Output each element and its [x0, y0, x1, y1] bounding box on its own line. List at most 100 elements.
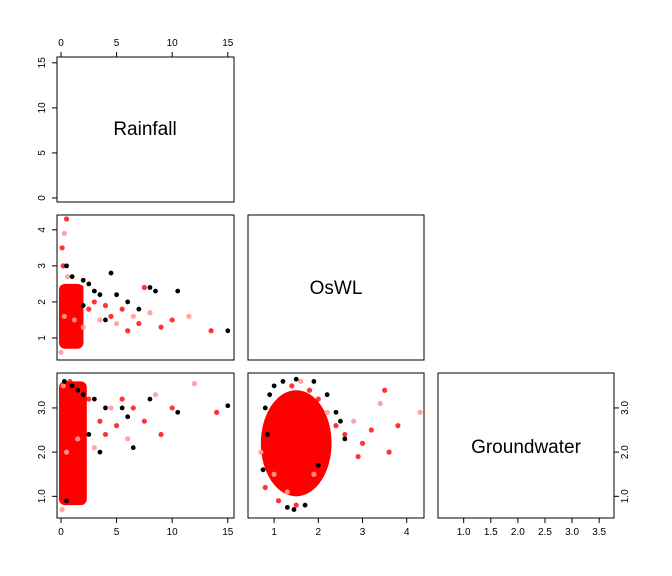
- point-oswl-vs-rainfall: [63, 284, 70, 291]
- point-groundwater-vs-rainfall: [102, 431, 109, 438]
- point-groundwater-vs-rainfall: [67, 378, 73, 385]
- tick-label-left-rainfall: 5: [37, 150, 48, 156]
- point-oswl-vs-rainfall: [169, 317, 175, 323]
- point-groundwater-vs-oswl: [298, 378, 304, 385]
- point-groundwater-vs-oswl: [333, 423, 339, 429]
- point-groundwater-vs-rainfall: [60, 383, 66, 389]
- point-oswl-vs-rainfall: [60, 263, 66, 269]
- dark-point-oswl-vs-rainfall: [175, 288, 181, 294]
- dark-point-groundwater-vs-oswl: [338, 418, 343, 424]
- dark-point-groundwater-vs-oswl: [271, 383, 277, 389]
- point-groundwater-vs-rainfall: [97, 418, 103, 424]
- tick-label-bottom-rainfall: 10: [167, 527, 179, 538]
- dark-point-groundwater-vs-oswl: [260, 467, 266, 473]
- dark-point-oswl-vs-rainfall: [80, 277, 86, 283]
- point-oswl-vs-rainfall: [86, 306, 92, 312]
- point-groundwater-vs-rainfall: [75, 436, 81, 442]
- point-groundwater-vs-rainfall: [69, 458, 75, 464]
- point-groundwater-vs-rainfall: [169, 405, 175, 411]
- point-oswl-vs-rainfall: [61, 313, 67, 319]
- dark-point-groundwater-vs-rainfall: [75, 387, 81, 393]
- point-groundwater-vs-oswl: [386, 449, 392, 455]
- tick-label-left-rainfall: 10: [37, 102, 48, 114]
- dark-point-groundwater-vs-rainfall: [64, 498, 69, 504]
- diagonal-label-oswl: OsWL: [310, 278, 363, 299]
- point-groundwater-vs-oswl: [351, 418, 357, 424]
- point-oswl-vs-rainfall: [208, 328, 214, 334]
- dark-point-oswl-vs-rainfall: [136, 306, 142, 312]
- dark-point-groundwater-vs-oswl: [342, 436, 348, 442]
- dark-point-groundwater-vs-oswl: [280, 379, 286, 384]
- panel-frame-groundwater-rainfall: [56, 372, 235, 519]
- point-groundwater-vs-rainfall: [65, 427, 71, 433]
- point-oswl-vs-rainfall: [147, 310, 153, 316]
- point-groundwater-vs-rainfall: [91, 445, 97, 451]
- dark-point-groundwater-vs-oswl: [262, 405, 268, 411]
- tick-label-left-oswl: 1: [37, 335, 48, 341]
- point-groundwater-vs-oswl: [359, 440, 366, 446]
- point-groundwater-vs-rainfall: [108, 405, 114, 411]
- dark-point-groundwater-vs-oswl: [267, 392, 273, 398]
- point-cloud-groundwater-vs-oswl: [260, 390, 332, 497]
- point-groundwater-vs-oswl: [302, 484, 308, 491]
- dark-point-oswl-vs-rainfall: [108, 270, 114, 276]
- point-groundwater-vs-rainfall: [191, 381, 198, 387]
- tick-label-bottom-oswl: 4: [404, 527, 410, 538]
- point-oswl-vs-rainfall: [80, 324, 86, 330]
- tick-label-top-rainfall: 5: [114, 38, 120, 49]
- point-groundwater-vs-oswl: [271, 471, 277, 477]
- point-groundwater-vs-rainfall: [59, 506, 65, 513]
- point-oswl-vs-rainfall: [136, 320, 142, 327]
- point-oswl-vs-rainfall: [59, 338, 65, 345]
- dark-point-groundwater-vs-rainfall: [80, 392, 86, 398]
- point-oswl-vs-rainfall: [102, 302, 109, 309]
- dark-point-groundwater-vs-oswl: [291, 507, 297, 512]
- tick-label-bottom-rainfall: 0: [58, 527, 64, 538]
- point-groundwater-vs-oswl: [275, 498, 282, 504]
- dark-point-groundwater-vs-oswl: [333, 409, 339, 415]
- tick-label-top-rainfall: 10: [167, 38, 179, 49]
- point-oswl-vs-rainfall: [71, 317, 77, 323]
- point-groundwater-vs-oswl: [289, 383, 295, 389]
- diagonal-label-rainfall: Rainfall: [113, 119, 176, 140]
- tick-label-bottom-groundwater: 2.0: [511, 527, 525, 538]
- point-oswl-vs-rainfall: [58, 349, 64, 355]
- dark-point-groundwater-vs-rainfall: [97, 449, 103, 455]
- tick-label-top-rainfall: 15: [222, 38, 234, 49]
- dark-point-groundwater-vs-rainfall: [125, 414, 131, 420]
- dark-point-groundwater-vs-oswl: [265, 432, 270, 437]
- tick-label-left-oswl: 4: [37, 227, 48, 233]
- point-groundwater-vs-rainfall: [125, 436, 131, 442]
- tick-label-left-oswl: 2: [37, 299, 48, 305]
- point-groundwater-vs-rainfall: [119, 396, 125, 402]
- dark-point-groundwater-vs-rainfall: [119, 405, 125, 411]
- dark-point-oswl-vs-rainfall: [125, 299, 131, 305]
- tick-label-right-groundwater: 1.0: [620, 489, 631, 503]
- point-groundwater-vs-oswl: [280, 405, 286, 411]
- point-groundwater-vs-oswl: [417, 409, 423, 415]
- point-groundwater-vs-oswl: [368, 427, 374, 433]
- tick-label-bottom-groundwater: 1.0: [457, 527, 471, 538]
- dark-point-groundwater-vs-oswl: [311, 379, 317, 384]
- point-oswl-vs-rainfall: [69, 335, 75, 341]
- point-groundwater-vs-oswl: [342, 431, 348, 438]
- point-oswl-vs-rainfall: [60, 324, 66, 330]
- point-oswl-vs-rainfall: [62, 299, 69, 305]
- tick-label-bottom-groundwater: 3.0: [565, 527, 579, 538]
- point-groundwater-vs-oswl: [324, 409, 330, 415]
- point-groundwater-vs-rainfall: [61, 471, 67, 477]
- dark-point-groundwater-vs-oswl: [302, 502, 308, 508]
- point-oswl-vs-rainfall: [141, 284, 147, 291]
- dark-point-oswl-vs-rainfall: [225, 328, 231, 334]
- point-oswl-vs-rainfall: [158, 324, 164, 330]
- point-oswl-vs-rainfall: [61, 230, 67, 237]
- dark-point-groundwater-vs-rainfall: [86, 432, 92, 437]
- tick-label-right-groundwater: 2.0: [620, 445, 631, 459]
- dark-point-oswl-vs-rainfall: [114, 292, 119, 298]
- point-groundwater-vs-oswl: [262, 484, 268, 491]
- point-oswl-vs-rainfall: [186, 313, 192, 319]
- dark-point-oswl-vs-rainfall: [97, 292, 103, 298]
- tick-label-bottom-rainfall: 15: [222, 527, 234, 538]
- dark-point-groundwater-vs-rainfall: [61, 379, 67, 384]
- point-groundwater-vs-rainfall: [141, 418, 147, 424]
